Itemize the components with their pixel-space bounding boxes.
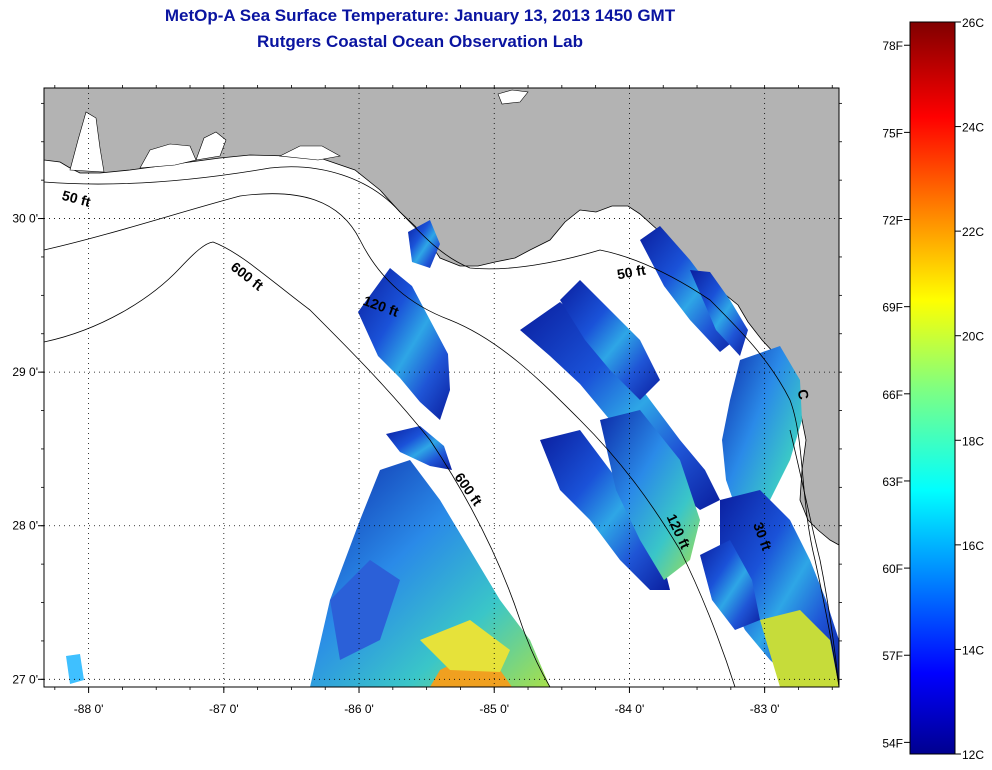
depth-contours (44, 166, 839, 687)
lat-tick-label: 28 0' (12, 519, 38, 533)
inland-bay (278, 145, 341, 161)
celsius-label: 12C (962, 748, 984, 762)
celsius-label: 24C (962, 121, 984, 135)
longitude-labels: -88 0' -87 0' -86 0' -85 0' -84 0' -83 0' (74, 702, 780, 716)
fahrenheit-label: 60F (882, 562, 903, 576)
land-mass (44, 88, 839, 546)
lat-tick-label: 30 0' (12, 212, 38, 226)
celsius-label: 26C (962, 16, 984, 30)
map-subtitle: Rutgers Coastal Ocean Observation Lab (257, 32, 583, 51)
celsius-label: 18C (962, 434, 984, 448)
lon-tick-label: -87 0' (209, 702, 239, 716)
inland-bay (497, 89, 529, 105)
lon-tick-label: -88 0' (74, 702, 104, 716)
lon-tick-label: -86 0' (344, 702, 374, 716)
celsius-label: 16C (962, 539, 984, 553)
fahrenheit-label: 57F (882, 649, 903, 663)
contour-label: 50 ft (60, 187, 92, 210)
contour-label: 50 ft (616, 262, 647, 283)
fahrenheit-label: 54F (882, 736, 903, 750)
inland-bay (139, 143, 197, 169)
celsius-label: 14C (962, 643, 984, 657)
contour-50ft (44, 166, 839, 687)
contour-600ft (44, 241, 551, 687)
contour-label: C (795, 388, 813, 401)
map-frame (43, 87, 840, 688)
lon-tick-label: -84 0' (615, 702, 645, 716)
contour-120ft (44, 193, 736, 687)
lon-tick-label: -85 0' (479, 702, 509, 716)
contour-30ft (789, 429, 839, 687)
fahrenheit-labels: 78F 75F 72F 69F 66F 63F 60F 57F 54F (882, 39, 910, 750)
fahrenheit-label: 66F (882, 388, 903, 402)
colorbar-gradient (909, 21, 956, 755)
fahrenheit-label: 72F (882, 214, 903, 228)
inland-bay (195, 131, 227, 161)
inland-bay (69, 111, 105, 173)
fahrenheit-label: 69F (882, 301, 903, 315)
fahrenheit-label: 78F (882, 39, 903, 53)
latitude-labels: 27 0' 28 0' 29 0' 30 0' (12, 212, 38, 687)
sst-swaths (66, 220, 839, 687)
celsius-label: 22C (962, 225, 984, 239)
fahrenheit-label: 75F (882, 126, 903, 140)
fahrenheit-label: 63F (882, 475, 903, 489)
celsius-labels: 26C 24C 22C 20C 18C 16C 14C 12C (955, 16, 984, 762)
lon-tick-label: -83 0' (750, 702, 780, 716)
celsius-label: 20C (962, 330, 984, 344)
map-title: MetOp-A Sea Surface Temperature: January… (164, 6, 676, 25)
lat-tick-label: 27 0' (12, 672, 38, 686)
lat-tick-label: 29 0' (12, 365, 38, 379)
